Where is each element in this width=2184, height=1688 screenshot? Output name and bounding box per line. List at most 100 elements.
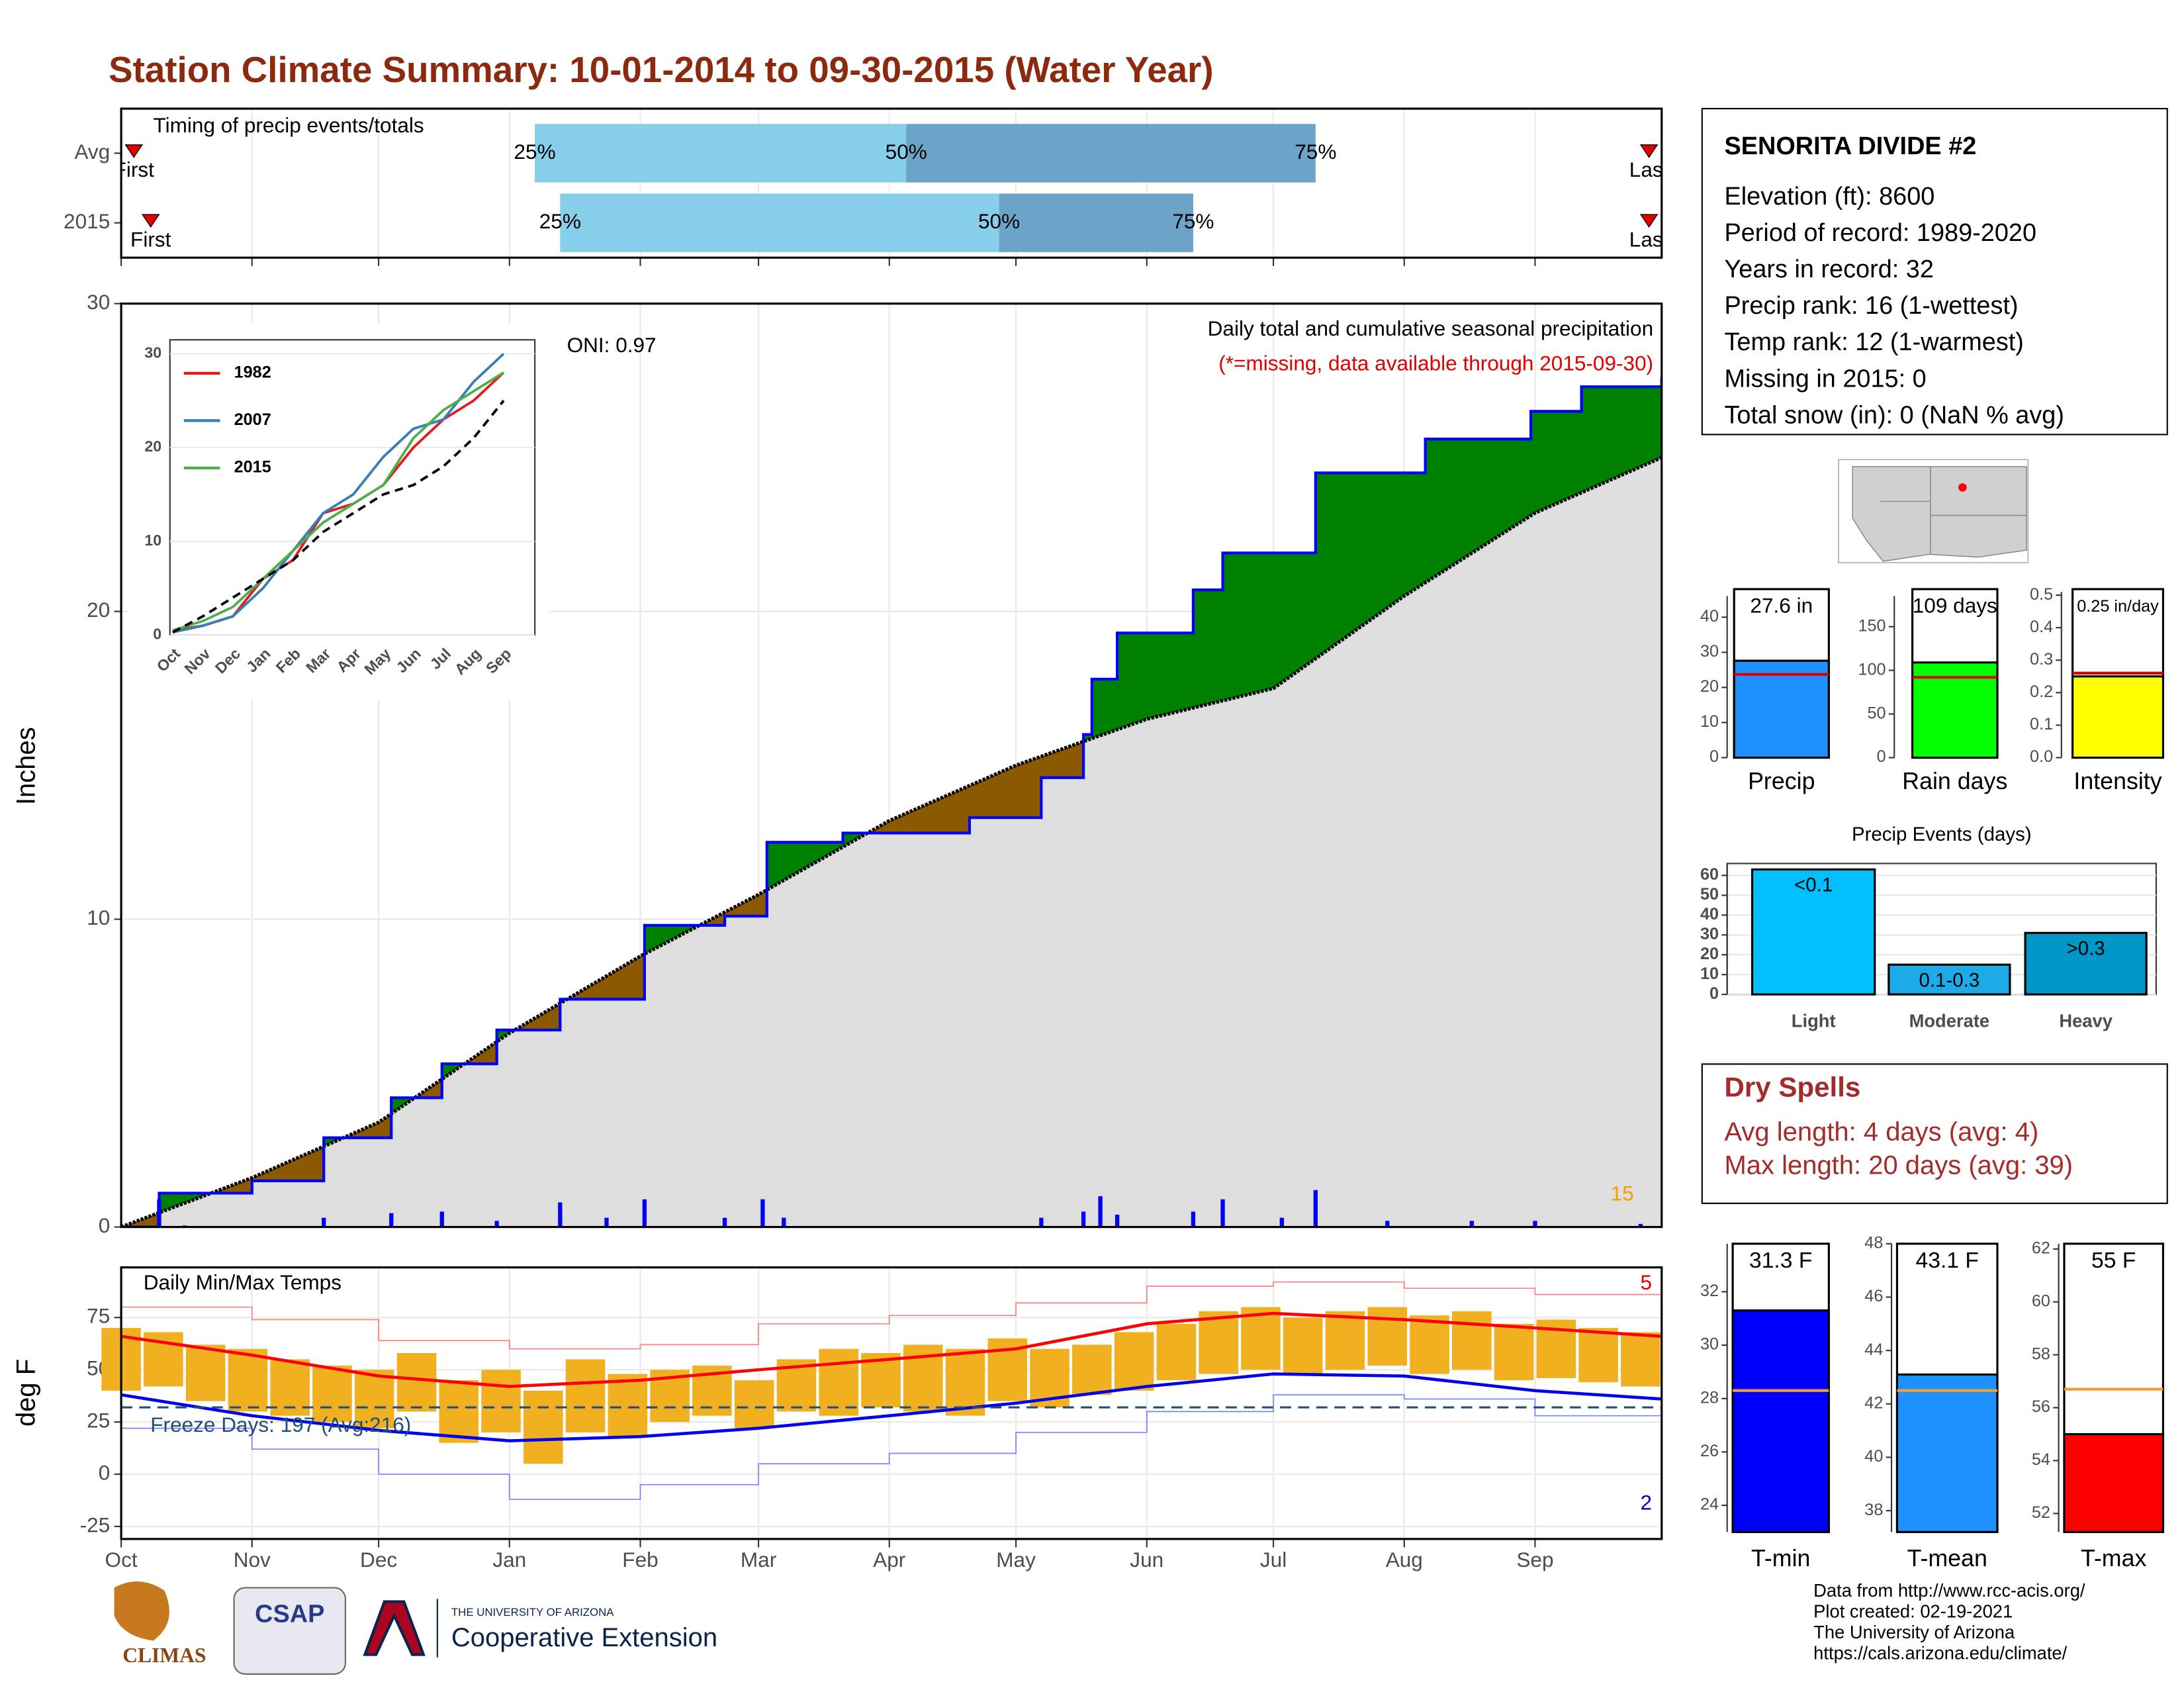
logo-university: THE UNIVERSITY OF ARIZONA bbox=[451, 1606, 614, 1618]
bar bbox=[1895, 1373, 1999, 1533]
y-tick-label: 20 bbox=[1700, 677, 1719, 696]
y-tick-label: 30 bbox=[1700, 925, 1719, 943]
y-tick-label: 0 bbox=[99, 1460, 111, 1484]
y-tick-label: 0.3 bbox=[2030, 650, 2053, 669]
x-tick-label: Jan bbox=[492, 1548, 526, 1571]
daily-bar bbox=[389, 1213, 394, 1227]
inset-plot bbox=[169, 339, 536, 636]
precip-plot bbox=[121, 377, 1662, 1227]
x-tick-label: Jul bbox=[1260, 1548, 1287, 1571]
temp-range-bar bbox=[1325, 1311, 1365, 1370]
temp-range-bar bbox=[1410, 1315, 1449, 1374]
value-label: 43.1 F bbox=[1916, 1248, 1979, 1273]
y-tick-label: 54 bbox=[2032, 1450, 2050, 1469]
y-tick-label: 0.4 bbox=[2030, 618, 2053, 636]
temp-range-bar bbox=[1241, 1307, 1281, 1370]
daily-bar bbox=[1533, 1221, 1537, 1227]
footer-line: The University of Arizona bbox=[1813, 1622, 2015, 1642]
dry-spells-title: Dry Spells bbox=[1724, 1071, 1860, 1102]
daily-bar bbox=[322, 1217, 326, 1227]
panel-subtitle: (*=missing, data available through 2015-… bbox=[1218, 352, 1653, 375]
panel-border bbox=[120, 107, 1663, 259]
temp-range-bar bbox=[312, 1365, 352, 1423]
daily-bar bbox=[439, 1211, 444, 1227]
bar bbox=[2024, 931, 2148, 996]
timing-bar bbox=[999, 193, 1193, 252]
y-tick-label: 20 bbox=[87, 598, 110, 622]
daily-bar bbox=[157, 1199, 161, 1227]
record-max-line bbox=[121, 1281, 1662, 1350]
y-tick-label: 75 bbox=[87, 1304, 110, 1328]
y-tick-label: 58 bbox=[2032, 1344, 2050, 1363]
panel-border bbox=[120, 1266, 1663, 1540]
y-tick-label: 24 bbox=[1700, 1495, 1719, 1514]
value-label: 31.3 F bbox=[1749, 1248, 1812, 1273]
dry-spell-line: Avg length: 4 days (avg: 4) bbox=[1724, 1117, 2038, 1147]
station-line: Temp rank: 12 (1-warmest) bbox=[1724, 328, 2023, 356]
station-line: Missing in 2015: 0 bbox=[1724, 365, 1926, 393]
legend-label: 1982 bbox=[234, 363, 271, 382]
temp-range-bar bbox=[1283, 1317, 1323, 1374]
daily-bar bbox=[1469, 1221, 1474, 1227]
series-line bbox=[172, 371, 505, 632]
timing-bar bbox=[535, 124, 907, 183]
avg-min-line bbox=[120, 1372, 1662, 1442]
timeline-plot: 25% 50% 75% First Last 25% 50% 75% First Last bbox=[121, 109, 1662, 258]
percent-label: 25% bbox=[514, 140, 555, 164]
x-tick-label: T-max bbox=[2081, 1545, 2146, 1571]
temp-range-bar bbox=[1621, 1332, 1661, 1387]
temp-range-bar bbox=[523, 1390, 563, 1464]
bar bbox=[1731, 1309, 1830, 1533]
temp-range-bar bbox=[185, 1344, 226, 1401]
temp-range-bar bbox=[819, 1348, 859, 1416]
value-label: 0.1-0.3 bbox=[1919, 969, 1980, 991]
footer-line: https://cals.arizona.edu/climate/ bbox=[1813, 1643, 2067, 1664]
x-tick-label: Moderate bbox=[1909, 1011, 1990, 1031]
value-label: <0.1 bbox=[1794, 874, 1833, 896]
legend-label: 2007 bbox=[234, 410, 271, 429]
x-tick-label: T-mean bbox=[1907, 1545, 1987, 1571]
row-label: Avg bbox=[74, 140, 110, 164]
series-line bbox=[172, 353, 505, 634]
daily-bar bbox=[1220, 1199, 1225, 1227]
x-tick-label: May bbox=[996, 1548, 1036, 1571]
x-tick-label: T-min bbox=[1751, 1545, 1810, 1571]
x-tick-label: Oct bbox=[105, 1548, 138, 1571]
x-tick-label: Dec bbox=[360, 1548, 397, 1571]
y-tick-label: 25 bbox=[87, 1408, 110, 1432]
y-tick-label: 0.2 bbox=[2030, 682, 2053, 701]
daily-bar bbox=[782, 1217, 786, 1227]
average-line bbox=[121, 455, 1662, 1227]
x-tick-label: Heavy bbox=[2059, 1011, 2113, 1031]
temp-range-bar bbox=[354, 1370, 394, 1429]
y-tick-label: 26 bbox=[1700, 1442, 1719, 1460]
y-tick-label: 38 bbox=[1864, 1501, 1883, 1519]
y-tick-label: 28 bbox=[1700, 1388, 1719, 1407]
y-tick-label: 60 bbox=[2032, 1291, 2050, 1310]
y-tick-label: 20 bbox=[1700, 945, 1719, 963]
y-axis-title: Inches bbox=[12, 727, 41, 805]
daily-bar bbox=[494, 1221, 499, 1227]
y-tick-label: 62 bbox=[2032, 1239, 2050, 1258]
percent-label: 50% bbox=[978, 209, 1020, 233]
freeze-label: Freeze Days: 197 (Avg:216) bbox=[150, 1413, 411, 1436]
value-label: 0.25 in/day bbox=[2077, 597, 2159, 616]
value-label: 109 days bbox=[1913, 594, 1997, 618]
y-tick-label: 44 bbox=[1864, 1340, 1883, 1359]
temp-range-bar bbox=[1578, 1328, 1618, 1383]
y-tick-label: 0 bbox=[99, 1213, 111, 1237]
value-label: 27.6 in bbox=[1750, 594, 1813, 618]
value-label: 55 F bbox=[2091, 1248, 2136, 1273]
y-tick-label: 10 bbox=[87, 906, 110, 929]
temp-range-bar bbox=[228, 1348, 268, 1412]
y-tick-label: 50 bbox=[1868, 704, 1886, 722]
x-tick-label: Sep bbox=[1516, 1548, 1553, 1571]
event-marker bbox=[141, 214, 160, 228]
daily-bar bbox=[1191, 1211, 1196, 1227]
bar bbox=[1751, 868, 1876, 996]
percent-label: 25% bbox=[539, 209, 581, 233]
event-marker bbox=[1639, 214, 1659, 228]
station-name: SENORITA DIVIDE #2 bbox=[1724, 132, 1976, 160]
temp-range-bar bbox=[439, 1380, 479, 1443]
